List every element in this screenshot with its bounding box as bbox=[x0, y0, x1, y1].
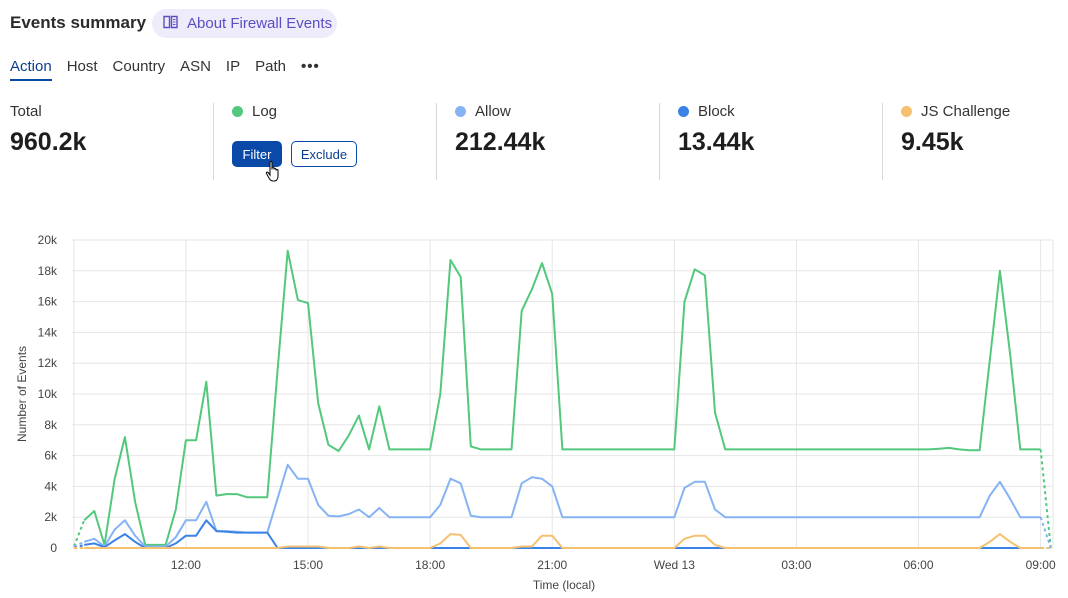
filter-button[interactable]: Filter bbox=[232, 141, 282, 167]
stat-value: 13.44k bbox=[678, 128, 755, 156]
tab-country[interactable]: Country bbox=[112, 58, 166, 75]
series-line-log[interactable] bbox=[83, 249, 1041, 546]
series-edge-log bbox=[1039, 449, 1052, 549]
x-tick-label: 21:00 bbox=[537, 558, 567, 572]
y-tick-label: 4k bbox=[44, 479, 58, 493]
x-tick-label: 03:00 bbox=[781, 558, 811, 572]
stat-label: Log bbox=[252, 103, 278, 120]
y-tick-label: 0 bbox=[50, 541, 57, 555]
series-edge-allow bbox=[73, 540, 85, 548]
hand-cursor-icon bbox=[265, 160, 283, 189]
y-tick-label: 8k bbox=[44, 418, 58, 432]
x-tick-label: 15:00 bbox=[293, 558, 323, 572]
stat-label: Total bbox=[10, 103, 42, 120]
book-icon bbox=[163, 15, 178, 33]
divider bbox=[436, 103, 437, 180]
stat-total: Total 960.2k bbox=[10, 103, 86, 180]
stat-label: Block bbox=[698, 103, 735, 120]
stat-value: 960.2k bbox=[10, 128, 87, 156]
dimension-tabs: Action Host Country ASN IP Path ••• bbox=[10, 58, 335, 81]
tab-host[interactable]: Host bbox=[66, 58, 98, 75]
divider bbox=[213, 103, 214, 180]
y-tick-label: 20k bbox=[38, 233, 58, 247]
stat-value: 212.44k bbox=[455, 128, 546, 156]
y-tick-label: 2k bbox=[44, 510, 58, 524]
stat-block: Block 13.44k bbox=[678, 103, 754, 180]
stat-value: 9.45k bbox=[901, 128, 964, 156]
series-line-js-challenge[interactable] bbox=[84, 533, 1041, 549]
divider bbox=[882, 103, 883, 180]
block-dot-icon bbox=[678, 106, 689, 117]
series-edge-allow bbox=[1039, 516, 1052, 549]
about-link-label: About Firewall Events bbox=[187, 15, 333, 32]
y-tick-label: 18k bbox=[38, 264, 58, 278]
tab-action[interactable]: Action bbox=[10, 58, 52, 81]
x-tick-label: 18:00 bbox=[415, 558, 445, 572]
stat-js-challenge: JS Challenge 9.45k bbox=[901, 103, 1010, 180]
tab-path[interactable]: Path bbox=[255, 58, 286, 75]
stat-label: JS Challenge bbox=[921, 103, 1011, 120]
tab-asn[interactable]: ASN bbox=[180, 58, 211, 75]
exclude-button[interactable]: Exclude bbox=[291, 141, 357, 167]
tab-ip[interactable]: IP bbox=[225, 58, 241, 75]
x-tick-label: 09:00 bbox=[1026, 558, 1056, 572]
y-tick-label: 10k bbox=[38, 387, 58, 401]
divider bbox=[659, 103, 660, 180]
about-firewall-events-link[interactable]: About Firewall Events bbox=[152, 9, 337, 38]
allow-dot-icon bbox=[455, 106, 466, 117]
y-tick-label: 12k bbox=[38, 356, 58, 370]
y-tick-label: 16k bbox=[38, 295, 58, 309]
y-tick-label: 14k bbox=[38, 325, 58, 339]
y-axis-label: Number of Events bbox=[15, 346, 29, 442]
y-tick-label: 6k bbox=[44, 449, 58, 463]
more-tabs-button[interactable]: ••• bbox=[300, 58, 320, 75]
log-dot-icon bbox=[232, 106, 243, 117]
x-axis-label: Time (local) bbox=[533, 578, 595, 592]
x-tick-label: Wed 13 bbox=[654, 558, 695, 572]
x-tick-label: 06:00 bbox=[904, 558, 934, 572]
x-tick-label: 12:00 bbox=[171, 558, 201, 572]
series-line-block[interactable] bbox=[84, 519, 1041, 549]
stat-allow: Allow 212.44k bbox=[455, 103, 545, 180]
js-challenge-dot-icon bbox=[901, 106, 912, 117]
stat-label: Allow bbox=[475, 103, 511, 120]
series-line-allow[interactable] bbox=[83, 463, 1041, 548]
page-title: Events summary bbox=[10, 13, 147, 32]
series-edge-log bbox=[73, 519, 86, 547]
stat-log: Log bbox=[232, 103, 277, 180]
